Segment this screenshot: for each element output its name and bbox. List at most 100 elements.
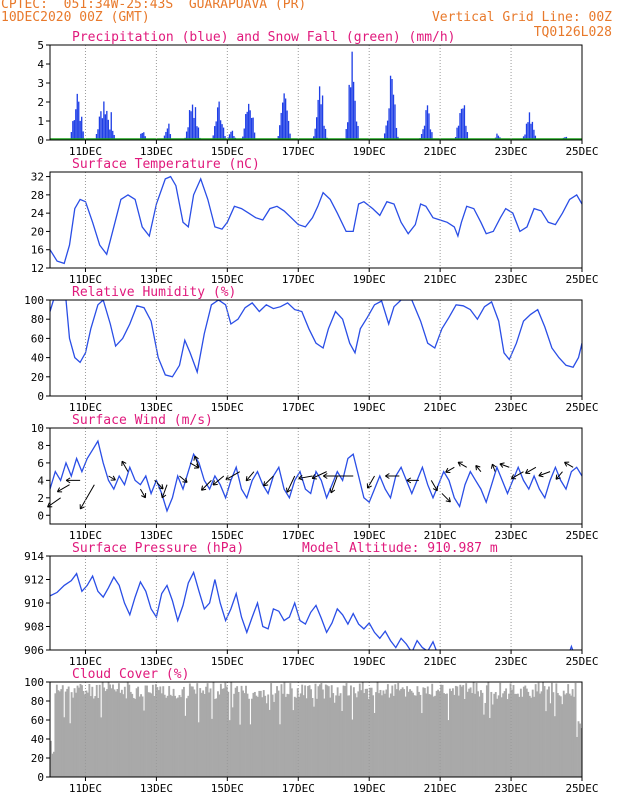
precip-bar	[531, 121, 534, 140]
cloud-bar	[296, 688, 299, 777]
precip-bar	[224, 136, 226, 140]
plot-area	[50, 300, 582, 396]
cloud-bar	[514, 693, 516, 777]
cloud-bar	[308, 685, 311, 777]
cloud-bar	[132, 697, 135, 777]
cloud-bar	[375, 692, 377, 777]
wind-arrow	[298, 475, 313, 479]
cloud-bar	[511, 689, 513, 777]
cloud-bar	[423, 687, 426, 777]
precip-bar	[98, 116, 101, 140]
wind-arrow	[538, 471, 551, 477]
cloud-bar	[373, 712, 376, 777]
cloud-bar	[57, 690, 60, 777]
cloud-bar	[457, 695, 460, 777]
cloud-bar	[472, 682, 475, 777]
precip-bar	[392, 94, 395, 140]
precip-bar	[168, 123, 170, 140]
x-tick-label: 25DEC	[565, 401, 598, 414]
cloud-bar	[369, 687, 372, 777]
y-tick-label: 0	[37, 509, 44, 522]
cloud-bar	[349, 685, 352, 777]
cloud-bar	[131, 693, 134, 777]
cloud-bar	[493, 693, 496, 777]
cloud-bar	[386, 684, 389, 777]
precip-bar	[354, 100, 356, 140]
y-tick-label: 10	[31, 422, 44, 435]
cloud-bar	[66, 688, 69, 777]
cloud-bar	[389, 693, 392, 777]
precip-bar	[110, 112, 112, 140]
precip-bar	[81, 116, 83, 140]
cloud-bar	[218, 694, 221, 777]
cloud-bar	[101, 682, 104, 777]
cloud-bar	[196, 683, 199, 777]
cloud-bar	[156, 687, 159, 777]
cloud-bar	[323, 698, 326, 777]
x-tick-label: 21DEC	[424, 529, 457, 542]
x-tick-label: 19DEC	[353, 145, 386, 158]
precip-bar	[323, 125, 325, 140]
precip-bar	[166, 128, 169, 140]
cloud-bar	[431, 683, 434, 777]
precip-bar	[528, 112, 531, 140]
cloud-bar	[231, 707, 234, 777]
y-tick-label: 32	[31, 171, 44, 184]
cloud-bar	[129, 691, 132, 777]
cloud-bar	[165, 697, 168, 777]
wind-arrow-head	[499, 462, 505, 468]
cloud-bar	[496, 698, 499, 777]
y-tick-label: 906	[24, 644, 44, 657]
wind-arrow	[511, 471, 524, 480]
cloud-bar	[561, 704, 564, 777]
wind-arrow-head	[65, 477, 71, 484]
series-line	[50, 300, 582, 378]
precip-bar	[286, 110, 288, 140]
y-tick-label: 0	[37, 134, 44, 147]
cloud-bar	[398, 690, 401, 777]
wind-arrow	[194, 455, 200, 468]
y-tick-label: 40	[31, 352, 44, 365]
cloud-bar	[140, 694, 143, 777]
cloud-bar	[274, 693, 277, 777]
precip-bar	[462, 108, 464, 140]
cloud-bar	[123, 686, 126, 777]
cloud-bar	[88, 683, 91, 777]
cloud-bar	[539, 693, 542, 777]
precip-bar	[345, 129, 347, 140]
cloud-bar	[292, 710, 295, 777]
x-tick-label: 17DEC	[282, 782, 315, 795]
cloud-bar	[579, 723, 581, 777]
precip-bar	[82, 131, 84, 140]
y-tick-label: 0	[37, 771, 44, 784]
cloud-bar	[193, 689, 196, 777]
cloud-bar	[279, 724, 281, 777]
wind-arrow-head	[200, 485, 207, 491]
cloud-bar	[422, 687, 425, 777]
cloud-bar	[185, 698, 188, 777]
wind-arrow-head	[298, 474, 304, 481]
cloud-bar	[83, 694, 86, 777]
cloud-bar	[559, 696, 562, 777]
cloud-bar	[354, 693, 357, 777]
precip-bar	[103, 101, 105, 140]
x-tick-label: 17DEC	[282, 655, 315, 668]
cloud-bar	[188, 683, 191, 777]
precip-bar	[144, 136, 146, 140]
cloud-bar	[404, 696, 407, 777]
x-tick-label: 15DEC	[211, 273, 244, 286]
cloud-bar	[397, 682, 400, 777]
cloud-bar	[78, 687, 80, 777]
cloud-bar	[109, 684, 111, 777]
cloud-bar	[332, 693, 335, 777]
cloud-bar	[79, 683, 82, 777]
panel-title: Relative Humidity (%)	[72, 285, 236, 300]
cloud-bar	[533, 696, 536, 777]
x-tick-label: 15DEC	[211, 782, 244, 795]
cloud-bar	[92, 698, 95, 777]
x-tick-label: 15DEC	[211, 529, 244, 542]
cloud-bar	[249, 724, 252, 777]
cloud-bar	[454, 685, 457, 777]
y-tick-label: 60	[31, 332, 44, 345]
cloud-bar	[542, 682, 544, 777]
